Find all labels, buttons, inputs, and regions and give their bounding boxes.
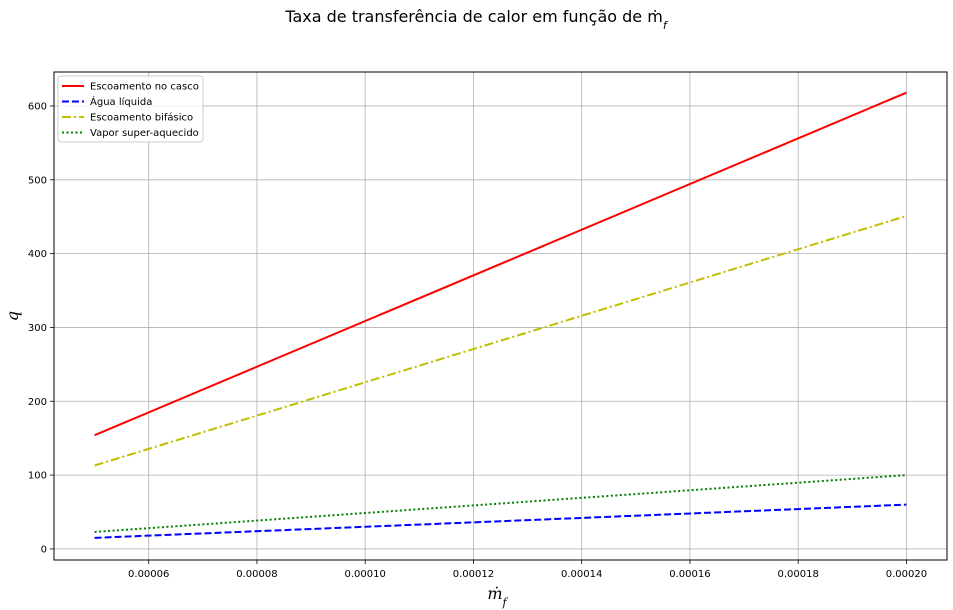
x-tick-label: 0.00020 bbox=[886, 569, 927, 580]
series-line bbox=[94, 474, 907, 533]
y-axis-label: q bbox=[3, 311, 22, 321]
legend-box bbox=[57, 75, 204, 143]
x-axis-label: ṁf bbox=[487, 584, 508, 609]
x-tick-label: 0.00018 bbox=[777, 569, 818, 580]
x-tick-label: 0.00012 bbox=[453, 569, 494, 580]
chart-title: Taxa de transferência de calor em função… bbox=[284, 7, 669, 32]
legend-label: Vapor super-aquecido bbox=[90, 128, 199, 139]
y-tick-label: 500 bbox=[28, 175, 47, 186]
series-line bbox=[94, 215, 907, 467]
y-tick-label: 0 bbox=[41, 544, 47, 555]
grid-lines bbox=[54, 72, 947, 560]
x-tick-label: 0.00016 bbox=[669, 569, 710, 580]
x-tick-label: 0.00010 bbox=[345, 569, 386, 580]
series-line bbox=[94, 91, 907, 437]
series-lines bbox=[94, 91, 907, 539]
plot-border bbox=[53, 71, 948, 561]
y-tick-label: 600 bbox=[28, 101, 47, 112]
legend-label: Escoamento bifásico bbox=[90, 112, 193, 124]
y-axis: 0 100 200 300 400 500 600 bbox=[28, 101, 54, 555]
plot-area bbox=[54, 72, 947, 560]
legend-label: Água líquida bbox=[90, 95, 152, 108]
legend: Escoamento no casco Água líquida Escoament… bbox=[57, 75, 204, 143]
y-tick-label: 400 bbox=[28, 249, 47, 260]
x-tick-label: 0.00006 bbox=[128, 569, 169, 580]
x-axis: 0.00006 0.00008 0.00010 0.00012 0.00014 0.000… bbox=[128, 560, 927, 580]
legend-label: Escoamento no casco bbox=[90, 82, 199, 93]
y-tick-label: 100 bbox=[28, 471, 47, 482]
x-tick-label: 0.00014 bbox=[561, 569, 602, 580]
x-tick-label: 0.00008 bbox=[236, 569, 277, 580]
series-line bbox=[94, 503, 907, 539]
y-tick-label: 300 bbox=[28, 323, 47, 334]
y-tick-label: 200 bbox=[28, 397, 47, 408]
